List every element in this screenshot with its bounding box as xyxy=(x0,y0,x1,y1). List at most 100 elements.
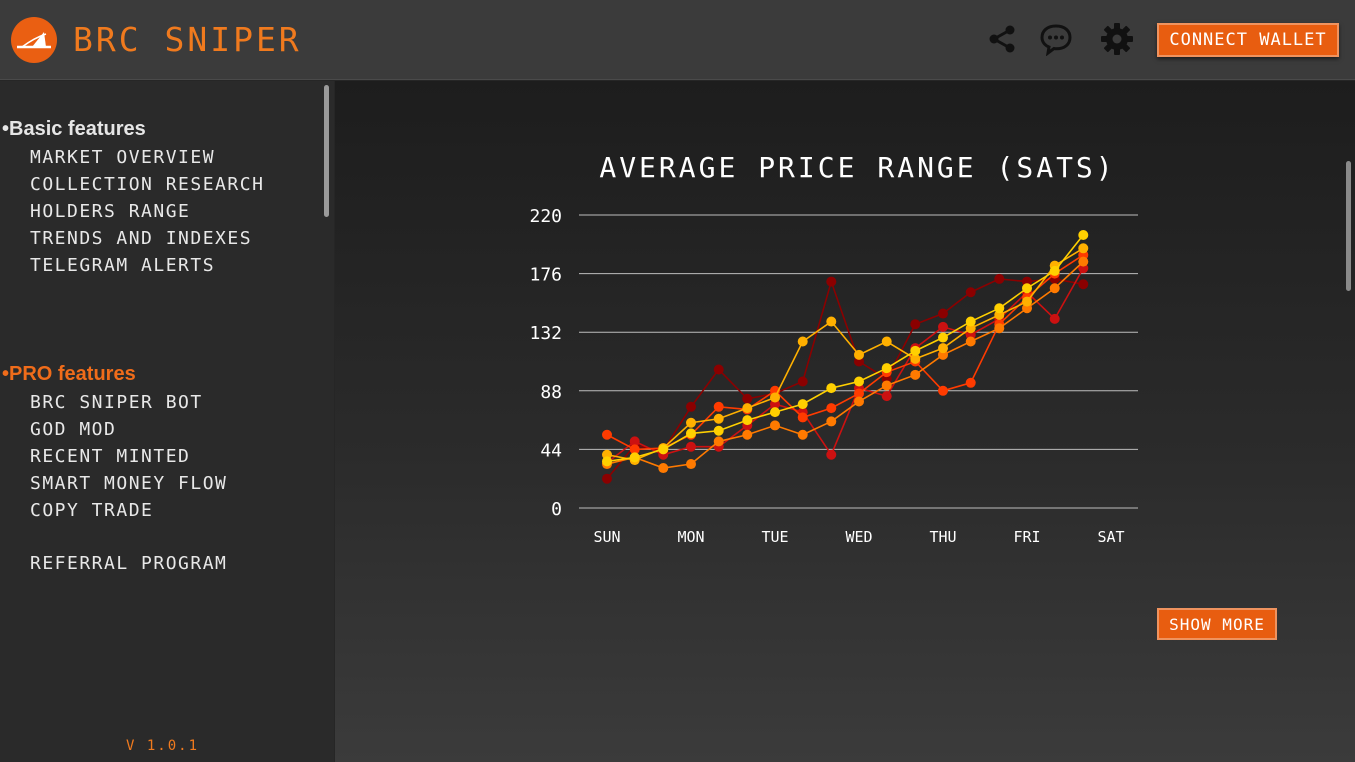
data-point xyxy=(742,403,753,414)
data-point xyxy=(629,452,640,463)
data-point xyxy=(797,376,808,387)
x-tick-label: SAT xyxy=(1097,528,1124,546)
data-point xyxy=(797,412,808,423)
data-point xyxy=(826,449,837,460)
chart-title: AVERAGE PRICE RANGE (SATS) xyxy=(599,151,1116,184)
connect-wallet-button[interactable]: CONNECT WALLET xyxy=(1157,23,1339,57)
data-point xyxy=(881,380,892,391)
sidebar-item-copy-trade[interactable]: COPY TRADE xyxy=(30,500,154,521)
data-point xyxy=(658,463,669,474)
sidebar-item-market-overview[interactable]: MARKET OVERVIEW xyxy=(30,147,216,168)
sidebar-item-brc-sniper-bot[interactable]: BRC SNIPER BOT xyxy=(30,392,203,413)
sidebar-item-recent-minted[interactable]: RECENT MINTED xyxy=(30,446,191,467)
sidebar-item-telegram-alerts[interactable]: TELEGRAM ALERTS xyxy=(30,255,216,276)
data-point xyxy=(602,456,612,467)
data-point xyxy=(1049,313,1060,324)
app-title: BRC SNIPER xyxy=(73,20,302,59)
data-point xyxy=(1022,283,1032,294)
data-point xyxy=(686,459,696,470)
y-tick-label: 132 xyxy=(529,323,562,344)
data-point xyxy=(854,396,864,407)
data-point xyxy=(965,316,976,327)
basic-features-heading: •Basic features xyxy=(2,118,146,140)
data-point xyxy=(658,444,669,455)
data-point xyxy=(910,345,921,356)
data-point xyxy=(910,319,921,330)
data-point xyxy=(938,385,948,396)
data-point xyxy=(602,429,612,440)
data-point xyxy=(713,425,724,436)
y-tick-label: 0 xyxy=(551,499,562,520)
sidebar: •Basic features MARKET OVERVIEW COLLECTI… xyxy=(0,81,334,762)
data-point xyxy=(994,273,1005,284)
y-tick-label: 176 xyxy=(529,265,562,286)
data-point xyxy=(938,343,948,354)
data-point xyxy=(629,444,640,455)
main-scrollbar[interactable] xyxy=(1346,161,1351,291)
sidebar-item-smart-money-flow[interactable]: SMART MONEY FLOW xyxy=(30,473,228,494)
data-point xyxy=(686,401,696,412)
data-point xyxy=(881,363,892,374)
brc-sniper-logo-icon[interactable] xyxy=(10,16,58,64)
data-point xyxy=(965,336,976,347)
data-point xyxy=(938,308,948,319)
sidebar-item-trends-and-indexes[interactable]: TRENDS AND INDEXES xyxy=(30,228,253,249)
data-point xyxy=(686,428,696,439)
gear-icon[interactable] xyxy=(1100,22,1134,56)
x-tick-label: MON xyxy=(677,528,704,546)
y-tick-label: 44 xyxy=(540,440,562,461)
sidebar-item-collection-research[interactable]: COLLECTION RESEARCH xyxy=(30,174,265,195)
data-point xyxy=(1078,243,1089,254)
data-point xyxy=(854,388,864,399)
data-point xyxy=(1078,256,1089,267)
data-point xyxy=(713,436,724,447)
data-point xyxy=(910,353,921,364)
sidebar-item-referral-program[interactable]: REFERRAL PROGRAM xyxy=(30,553,228,574)
data-point xyxy=(826,383,837,394)
data-point xyxy=(629,436,640,447)
sidebar-item-god-mod[interactable]: GOD MOD xyxy=(30,419,117,440)
data-point xyxy=(826,403,837,414)
data-point xyxy=(742,393,753,404)
data-point xyxy=(1049,265,1060,276)
x-tick-label: TUE xyxy=(761,528,788,546)
data-point xyxy=(826,276,837,287)
x-tick-label: THU xyxy=(929,528,956,546)
data-point xyxy=(854,349,864,360)
y-tick-label: 88 xyxy=(540,382,562,403)
chat-icon[interactable] xyxy=(1039,22,1073,56)
series-line xyxy=(606,234,1084,463)
x-tick-label: SUN xyxy=(593,528,620,546)
data-point xyxy=(797,336,808,347)
data-point xyxy=(770,420,780,431)
share-icon[interactable] xyxy=(986,22,1020,56)
price-range-chart: 0 44 88 132 176 220 SUN MON TUE WED THU FRI SAT xyxy=(529,206,1138,546)
data-point xyxy=(797,399,808,410)
data-point xyxy=(1078,229,1089,240)
data-point xyxy=(854,376,864,387)
data-point xyxy=(965,377,976,388)
data-point xyxy=(826,416,837,427)
sidebar-item-holders-range[interactable]: HOLDERS RANGE xyxy=(30,201,191,222)
x-tick-label: FRI xyxy=(1013,528,1040,546)
pro-features-heading: •PRO features xyxy=(2,363,136,385)
main-panel: AVERAGE PRICE RANGE (SATS) 0 44 88 132 176 22… xyxy=(335,81,1355,762)
top-bar: BRC SNIPER CONNECT WALLET xyxy=(0,0,1355,80)
data-point xyxy=(994,303,1005,314)
data-point xyxy=(770,392,780,403)
data-point xyxy=(910,369,921,380)
series-line xyxy=(606,261,1084,469)
show-more-button[interactable]: SHOW MORE xyxy=(1157,608,1277,640)
data-point xyxy=(938,321,948,332)
data-point xyxy=(686,441,696,452)
data-point xyxy=(965,287,976,298)
data-point xyxy=(686,417,696,428)
data-point xyxy=(602,473,612,484)
sidebar-scrollbar[interactable] xyxy=(324,85,329,217)
data-point xyxy=(713,413,724,424)
data-point xyxy=(1049,283,1060,294)
data-point xyxy=(881,391,892,402)
version-label: V 1.0.1 xyxy=(126,738,200,754)
data-point xyxy=(797,429,808,440)
data-point xyxy=(1022,296,1032,307)
